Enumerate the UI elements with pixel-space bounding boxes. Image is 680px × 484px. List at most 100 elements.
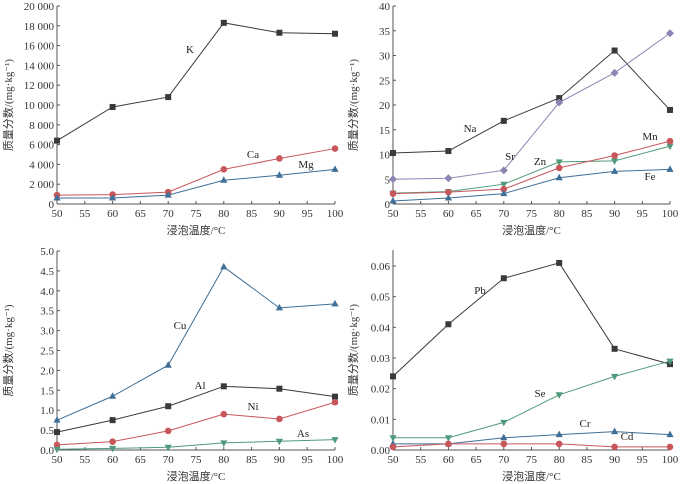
data-point-Pb: [611, 345, 618, 352]
data-point-Zn: [666, 143, 674, 151]
data-point-Al: [276, 385, 283, 392]
x-tick-label: 75: [191, 208, 203, 220]
series-line-Mg: [57, 168, 336, 199]
y-tick-label: 20: [379, 100, 391, 112]
data-point-Se: [555, 392, 563, 399]
data-point-Cu: [53, 416, 61, 423]
data-point-Cd: [611, 443, 618, 451]
y-tick-label: 16 000: [24, 41, 55, 53]
data-point-Mn: [611, 152, 618, 159]
x-tick-label: 50: [52, 208, 64, 220]
series-line-K: [56, 22, 336, 142]
series-label-Na: Na: [464, 123, 477, 135]
x-tick-label: 70: [498, 208, 510, 220]
y-axis-title: 质量分数/(mg·kg⁻¹): [347, 304, 360, 397]
y-tick-label: 35: [379, 26, 391, 38]
y-tick-label: 0.00: [371, 445, 391, 457]
data-point-Fe: [611, 167, 619, 174]
data-point-Mn: [666, 137, 674, 145]
data-point-K: [276, 29, 283, 36]
x-tick-label: 95: [302, 208, 314, 220]
x-tick-label: 85: [246, 208, 258, 220]
series-label-Cr: Cr: [580, 418, 591, 430]
y-tick-label: 0.0: [40, 445, 54, 457]
data-point-Se: [389, 435, 397, 442]
y-tick-label: 6 000: [29, 140, 54, 152]
y-tick-label: 0.06: [371, 261, 391, 273]
data-point-Na: [667, 106, 673, 113]
data-point-Zn: [500, 181, 508, 189]
x-tick-label: 85: [581, 454, 593, 466]
y-tick-label: 30: [379, 51, 391, 63]
y-tick-label: 3.5: [40, 306, 54, 318]
data-point-Mg: [53, 194, 61, 201]
data-point-Na: [556, 95, 563, 102]
y-tick-label: 0.01: [371, 414, 390, 426]
data-point-Mg: [331, 165, 339, 172]
x-tick-label: 90: [609, 454, 621, 466]
series-label-Se: Se: [535, 388, 546, 400]
data-point-K: [109, 103, 116, 110]
data-point-Mg: [220, 176, 228, 183]
series-line-Pb: [392, 262, 671, 377]
x-tick-label: 55: [79, 208, 91, 220]
x-tick-label: 75: [191, 454, 203, 466]
series-line-Se: [393, 360, 671, 439]
y-tick-label: 20 000: [24, 1, 55, 13]
data-point-Sr: [610, 68, 619, 77]
data-point-K: [332, 30, 338, 37]
x-tick-label: 50: [388, 454, 400, 466]
y-tick-label: 2.0: [40, 365, 54, 377]
data-point-Fe: [666, 165, 674, 172]
series-label-K: K: [186, 44, 194, 56]
data-point-Mn: [555, 164, 563, 172]
series-label-Cu: Cu: [174, 320, 187, 332]
data-point-As: [109, 445, 117, 453]
data-point-Se: [500, 419, 508, 427]
series-label-Mg: Mg: [298, 159, 314, 171]
series-label-Zn: Zn: [534, 156, 547, 168]
data-point-As: [275, 438, 283, 446]
y-tick-label: 5.0: [40, 246, 54, 258]
series-line-Cd: [392, 443, 670, 448]
data-point-Cr: [500, 433, 508, 441]
x-tick-label: 65: [135, 454, 147, 466]
series-line-Al: [56, 385, 336, 433]
x-tick-label: 80: [554, 208, 566, 220]
x-tick-label: 60: [443, 208, 455, 220]
series-line-Cr: [393, 431, 671, 445]
x-tick-label: 55: [415, 208, 427, 220]
x-tick-label: 65: [471, 454, 483, 466]
data-point-Cd: [555, 440, 563, 448]
y-tick-label: 10 000: [24, 100, 55, 112]
x-tick-label: 70: [163, 208, 175, 220]
data-point-Ni: [220, 410, 228, 418]
data-point-Na: [445, 148, 452, 155]
y-tick-label: 0.03: [371, 353, 391, 365]
series-label-Cd: Cd: [621, 431, 634, 443]
data-point-Pb: [390, 373, 396, 380]
data-point-Sr: [555, 98, 564, 107]
data-point-Pb: [556, 259, 563, 266]
data-point-Na: [500, 117, 507, 124]
x-tick-label: 95: [637, 208, 649, 220]
x-tick-label: 85: [246, 454, 258, 466]
x-axis-title: 浸泡温度/°C: [167, 469, 226, 483]
x-tick-label: 60: [443, 454, 455, 466]
y-tick-label: 15: [379, 125, 391, 137]
data-point-Se: [666, 358, 674, 366]
data-point-Cr: [666, 430, 674, 438]
series-line-Sr: [392, 32, 671, 180]
data-point-Al: [109, 417, 116, 424]
x-tick-label: 85: [581, 208, 593, 220]
data-point-Ni: [164, 427, 172, 435]
series-line-As: [56, 439, 336, 450]
series-line-Cu: [56, 266, 336, 421]
data-point-Al: [220, 383, 227, 390]
y-tick-label: 1.0: [40, 405, 54, 417]
x-tick-label: 100: [327, 454, 344, 466]
data-point-Mg: [275, 171, 283, 178]
series-label-Mn: Mn: [642, 131, 658, 143]
y-tick-label: 5: [385, 174, 391, 186]
series-label-Fe: Fe: [645, 171, 656, 183]
